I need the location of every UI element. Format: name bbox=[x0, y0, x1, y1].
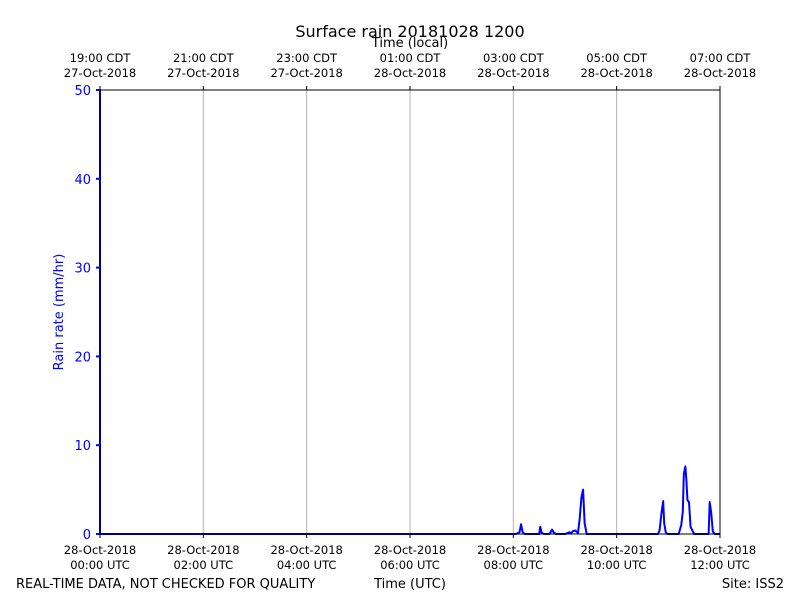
y-tick-label: 40 bbox=[74, 173, 91, 188]
top-tick-date: 28-Oct-2018 bbox=[684, 66, 756, 80]
y-tick-label: 30 bbox=[74, 262, 91, 277]
x-tick-date: 28-Oct-2018 bbox=[477, 543, 549, 557]
y-tick-label: 10 bbox=[74, 439, 91, 454]
x-tick-date: 28-Oct-2018 bbox=[374, 543, 446, 557]
y-tick-label: 20 bbox=[74, 350, 91, 365]
x-tick-date: 28-Oct-2018 bbox=[580, 543, 652, 557]
top-tick-date: 27-Oct-2018 bbox=[270, 66, 342, 80]
y-axis-label: Rain rate (mm/hr) bbox=[52, 254, 67, 371]
x-tick-time: 04:00 UTC bbox=[277, 558, 337, 572]
x-tick-time: 12:00 UTC bbox=[690, 558, 750, 572]
x-tick-time: 10:00 UTC bbox=[587, 558, 647, 572]
y-axis: 0 10 20 30 40 50 bbox=[74, 84, 100, 543]
x-tick-date: 28-Oct-2018 bbox=[684, 543, 756, 557]
y-tick-label: 50 bbox=[74, 84, 91, 99]
top-tick-date: 28-Oct-2018 bbox=[477, 66, 549, 80]
top-tick-time: 21:00 CDT bbox=[173, 51, 235, 65]
x-tick-time: 00:00 UTC bbox=[70, 558, 130, 572]
footer-disclaimer: REAL-TIME DATA, NOT CHECKED FOR QUALITY bbox=[16, 577, 315, 592]
top-tick-time: 03:00 CDT bbox=[483, 51, 545, 65]
site-label: Site: ISS2 bbox=[722, 577, 784, 592]
top-tick-time: 01:00 CDT bbox=[380, 51, 442, 65]
top-tick-date: 28-Oct-2018 bbox=[580, 66, 652, 80]
top-axis-title: Time (local) bbox=[371, 36, 448, 51]
x-tick-date: 28-Oct-2018 bbox=[64, 543, 136, 557]
x-tick-time: 02:00 UTC bbox=[174, 558, 234, 572]
grid-lines bbox=[202, 90, 618, 534]
x-tick-date: 28-Oct-2018 bbox=[270, 543, 342, 557]
top-tick-time: 23:00 CDT bbox=[276, 51, 338, 65]
top-tick-date: 27-Oct-2018 bbox=[64, 66, 136, 80]
x-tick-time: 08:00 UTC bbox=[484, 558, 544, 572]
y-tick-label: 0 bbox=[83, 528, 91, 543]
top-tick-date: 28-Oct-2018 bbox=[374, 66, 446, 80]
x-tick-date: 28-Oct-2018 bbox=[167, 543, 239, 557]
x-axis-label: Time (UTC) bbox=[373, 577, 446, 592]
top-tick-time: 05:00 CDT bbox=[586, 51, 648, 65]
x-tick-time: 06:00 UTC bbox=[380, 558, 440, 572]
top-tick-time: 07:00 CDT bbox=[690, 51, 752, 65]
top-tick-time: 19:00 CDT bbox=[70, 51, 132, 65]
chart-title: Surface rain 20181028 1200 bbox=[295, 22, 524, 41]
top-tick-date: 27-Oct-2018 bbox=[167, 66, 239, 80]
